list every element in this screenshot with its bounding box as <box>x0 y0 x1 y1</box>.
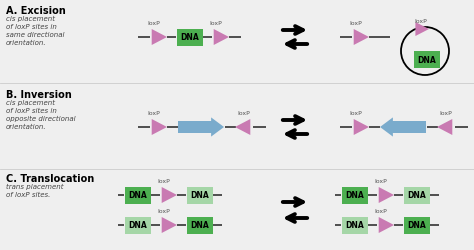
FancyBboxPatch shape <box>187 187 213 204</box>
Text: DNA: DNA <box>128 220 147 230</box>
Text: loxP: loxP <box>158 208 170 213</box>
Polygon shape <box>162 187 177 203</box>
Text: C. Translocation: C. Translocation <box>6 173 94 183</box>
Text: B. Inversion: B. Inversion <box>6 90 72 100</box>
FancyBboxPatch shape <box>404 187 430 204</box>
FancyBboxPatch shape <box>414 52 440 69</box>
Polygon shape <box>415 23 429 37</box>
FancyArrow shape <box>178 118 224 137</box>
FancyBboxPatch shape <box>342 217 368 234</box>
FancyBboxPatch shape <box>125 217 151 234</box>
Text: loxP: loxP <box>439 110 452 116</box>
Text: DNA: DNA <box>346 191 365 200</box>
Text: DNA: DNA <box>191 191 210 200</box>
Text: cis placement
of loxP sites in
same directional
orientation.: cis placement of loxP sites in same dire… <box>6 16 64 46</box>
Polygon shape <box>379 187 394 203</box>
FancyBboxPatch shape <box>404 217 430 234</box>
Text: loxP: loxP <box>415 19 428 24</box>
Text: loxP: loxP <box>350 110 363 116</box>
Polygon shape <box>354 30 369 46</box>
Polygon shape <box>214 30 229 46</box>
Text: DNA: DNA <box>408 220 427 230</box>
Text: DNA: DNA <box>418 56 437 65</box>
Text: loxP: loxP <box>350 21 363 26</box>
Polygon shape <box>152 120 167 136</box>
Text: DNA: DNA <box>408 191 427 200</box>
Polygon shape <box>235 120 250 136</box>
Text: DNA: DNA <box>181 33 200 42</box>
Polygon shape <box>437 120 452 136</box>
Text: A. Excision: A. Excision <box>6 6 66 16</box>
Text: trans placement
of loxP sites.: trans placement of loxP sites. <box>6 183 64 197</box>
Text: loxP: loxP <box>147 110 160 116</box>
FancyBboxPatch shape <box>342 187 368 204</box>
Text: DNA: DNA <box>191 220 210 230</box>
Polygon shape <box>379 217 394 233</box>
Text: cis placement
of loxP sites in
opposite directional
orientation.: cis placement of loxP sites in opposite … <box>6 100 76 130</box>
FancyBboxPatch shape <box>187 217 213 234</box>
Text: DNA: DNA <box>128 191 147 200</box>
FancyBboxPatch shape <box>177 30 203 46</box>
Text: loxP: loxP <box>374 208 387 213</box>
Polygon shape <box>152 30 167 46</box>
Text: loxP: loxP <box>374 178 387 183</box>
Text: DNA: DNA <box>346 220 365 230</box>
Polygon shape <box>162 217 177 233</box>
FancyBboxPatch shape <box>125 187 151 204</box>
Text: loxP: loxP <box>158 178 170 183</box>
Text: loxP: loxP <box>147 21 160 26</box>
Polygon shape <box>354 120 369 136</box>
Text: loxP: loxP <box>237 110 250 116</box>
Text: loxP: loxP <box>210 21 222 26</box>
FancyArrow shape <box>380 118 426 137</box>
